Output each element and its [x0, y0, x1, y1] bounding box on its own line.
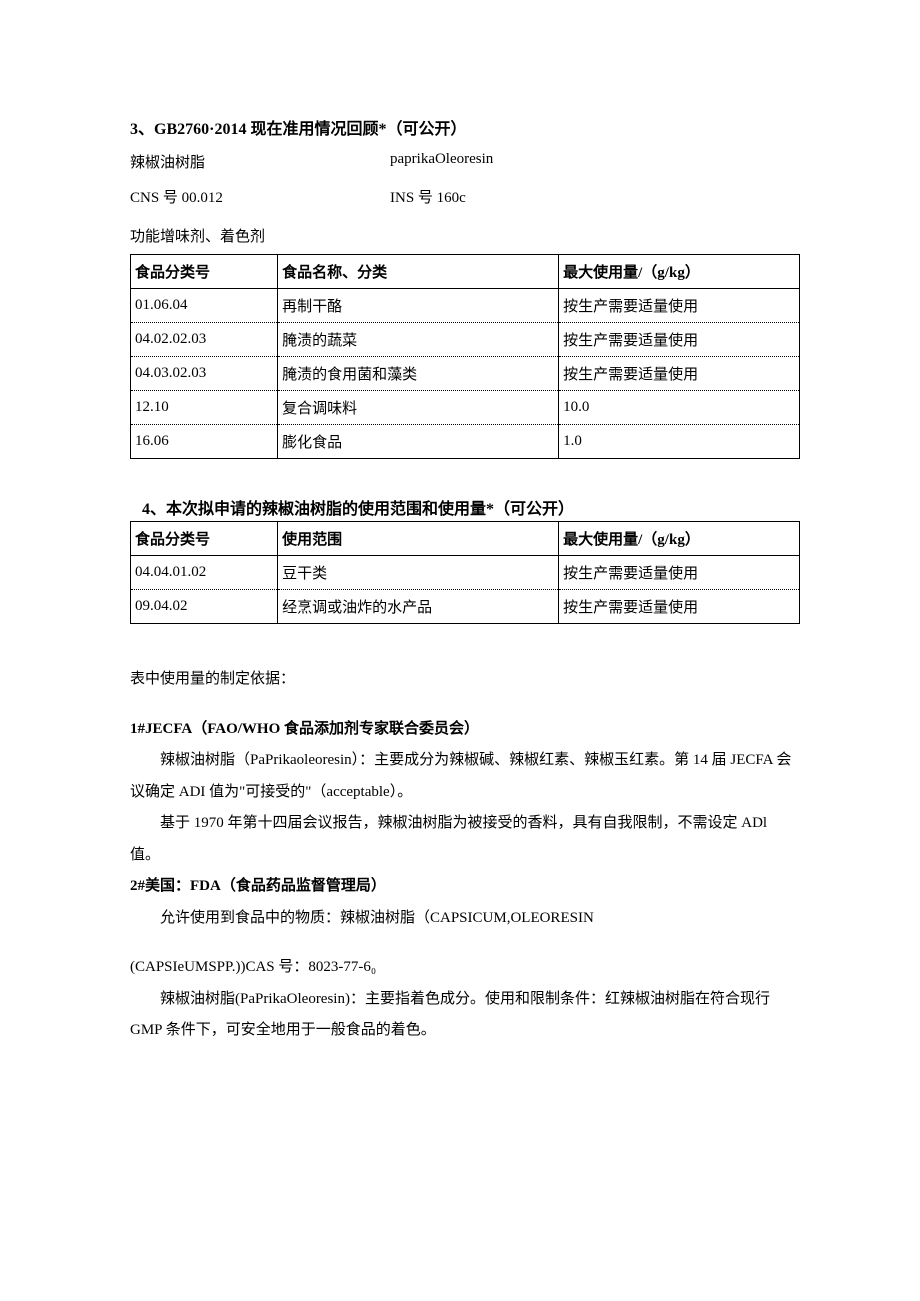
col-header: 最大使用量/（g/kg） [559, 255, 800, 289]
cell: 16.06 [131, 425, 278, 459]
jecfa-paragraph: 辣椒油树脂（PaPrikaoleoresin）：主要成分为辣椒碱、辣椒红素、辣椒… [130, 745, 800, 808]
cell: 04.03.02.03 [131, 357, 278, 391]
cell: 12.10 [131, 391, 278, 425]
cell: 复合调味料 [278, 391, 559, 425]
jecfa-paragraph: 基于 1970 年第十四届会议报告，辣椒油树脂为被接受的香料，具有自我限制，不需… [130, 808, 800, 871]
table-row: 09.04.02 经烹调或油炸的水产品 按生产需要适量使用 [131, 590, 800, 624]
fda-paragraph: 辣椒油树脂(PaPrikaOleoresin)：主要指着色成分。使用和限制条件：… [130, 984, 800, 1047]
cell: 1.0 [559, 425, 800, 459]
basis-line: 表中使用量的制定依据： [130, 664, 800, 696]
table-row: 04.04.01.02 豆干类 按生产需要适量使用 [131, 556, 800, 590]
cell: 再制干酪 [278, 289, 559, 323]
section4-title: 4、本次拟申请的辣椒油树脂的使用范围和使用量*（可公开） [142, 495, 800, 519]
fda-paragraph: (CAPSIeUMSPP.))CAS 号：8023-77-6₀ [130, 952, 800, 984]
cell: 腌渍的蔬菜 [278, 323, 559, 357]
table-row: 04.03.02.03 腌渍的食用菌和藻类 按生产需要适量使用 [131, 357, 800, 391]
col-header: 食品分类号 [131, 522, 278, 556]
name-row: 辣椒油树脂 paprikaOleoresin [130, 151, 800, 172]
section3-table: 食品分类号 食品名称、分类 最大使用量/（g/kg） 01.06.04 再制干酪… [130, 254, 800, 459]
fda-paragraph: 允许使用到食品中的物质：辣椒油树脂（CAPSICUM,OLEORESIN [130, 903, 800, 935]
cell: 按生产需要适量使用 [559, 289, 800, 323]
table-header-row: 食品分类号 食品名称、分类 最大使用量/（g/kg） [131, 255, 800, 289]
jecfa-title: 1#JECFA（FAO/WHO 食品添加剂专家联合委员会） [130, 714, 800, 746]
function-line: 功能增味剂、着色剂 [130, 225, 800, 246]
cell: 按生产需要适量使用 [559, 590, 800, 624]
col-header: 食品分类号 [131, 255, 278, 289]
code-row: CNS 号 00.012 INS 号 160c [130, 186, 800, 207]
cell: 按生产需要适量使用 [559, 556, 800, 590]
ins-code: INS 号 160c [390, 186, 800, 207]
table-row: 12.10 复合调味料 10.0 [131, 391, 800, 425]
table-row: 04.02.02.03 腌渍的蔬菜 按生产需要适量使用 [131, 323, 800, 357]
col-header: 使用范围 [278, 522, 559, 556]
cell: 按生产需要适量使用 [559, 323, 800, 357]
fda-title: 2#美国：FDA（食品药品监督管理局） [130, 871, 800, 903]
name-cn: 辣椒油树脂 [130, 151, 390, 172]
cell: 膨化食品 [278, 425, 559, 459]
cell: 04.04.01.02 [131, 556, 278, 590]
section3-title: 3、GB2760·2014 现在准用情况回顾*（可公开） [130, 115, 800, 139]
cell: 04.02.02.03 [131, 323, 278, 357]
cns-code: CNS 号 00.012 [130, 186, 390, 207]
name-en: paprikaOleoresin [390, 151, 800, 172]
page-root: 3、GB2760·2014 现在准用情况回顾*（可公开） 辣椒油树脂 papri… [0, 0, 920, 1301]
cell: 09.04.02 [131, 590, 278, 624]
table-row: 01.06.04 再制干酪 按生产需要适量使用 [131, 289, 800, 323]
cell: 按生产需要适量使用 [559, 357, 800, 391]
table-header-row: 食品分类号 使用范围 最大使用量/（g/kg） [131, 522, 800, 556]
table-row: 16.06 膨化食品 1.0 [131, 425, 800, 459]
cell: 豆干类 [278, 556, 559, 590]
cell: 10.0 [559, 391, 800, 425]
cell: 经烹调或油炸的水产品 [278, 590, 559, 624]
cell: 腌渍的食用菌和藻类 [278, 357, 559, 391]
cell: 01.06.04 [131, 289, 278, 323]
col-header: 食品名称、分类 [278, 255, 559, 289]
col-header: 最大使用量/（g/kg） [559, 522, 800, 556]
section4-table: 食品分类号 使用范围 最大使用量/（g/kg） 04.04.01.02 豆干类 … [130, 521, 800, 624]
